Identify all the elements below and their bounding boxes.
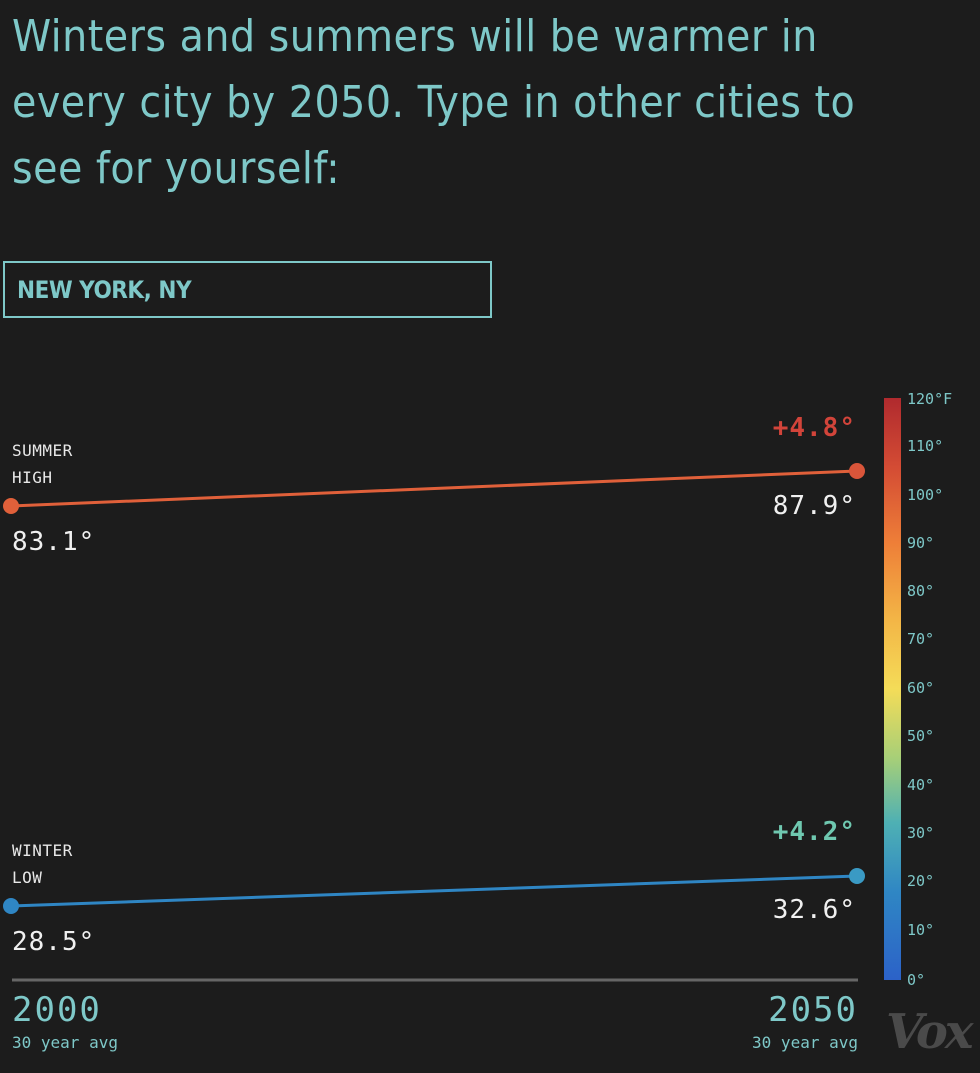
headline: Winters and summers will be warmer in ev… [12,11,856,194]
summer-end-point [849,463,865,479]
scale-label-80: 80° [907,582,935,600]
x-axis-end-subtitle: 30 year avg [752,1033,858,1052]
x-axis-start-year: 2000 [12,990,102,1030]
winter-delta: +4.2° [772,817,856,847]
city-search-input[interactable] [3,261,492,318]
winter-end-point [849,868,865,884]
scale-label-100: 100° [907,486,944,504]
winter-low-label: WINTER LOW [12,841,73,887]
winter-start-value: 28.5° [12,927,96,957]
summer-end-value: 87.9° [772,491,856,521]
scale-label-110: 110° [907,437,944,455]
scale-label-10: 10° [907,921,935,939]
x-axis-start-subtitle: 30 year avg [12,1033,118,1052]
winter-start-point [3,898,19,914]
scale-label-40: 40° [907,776,935,794]
summer-high-label: SUMMER HIGH [12,441,73,487]
x-axis-end-year: 2050 [768,990,858,1030]
vox-logo: Vox [886,1004,973,1060]
winter-low-line [10,874,858,908]
scale-label-20: 20° [907,872,935,890]
summer-delta: +4.8° [772,413,856,443]
scale-label-60: 60° [907,679,935,697]
scale-label-90: 90° [907,534,935,552]
summer-start-value: 83.1° [12,527,96,557]
temperature-color-scale [884,398,901,980]
summer-high-line [10,469,858,508]
scale-label-30: 30° [907,824,935,842]
summer-start-point [3,498,19,514]
scale-label-70: 70° [907,630,935,648]
winter-end-value: 32.6° [772,895,856,925]
scale-label-0: 0° [907,971,926,989]
scale-label-120: 120°F [907,390,953,408]
scale-label-50: 50° [907,727,935,745]
